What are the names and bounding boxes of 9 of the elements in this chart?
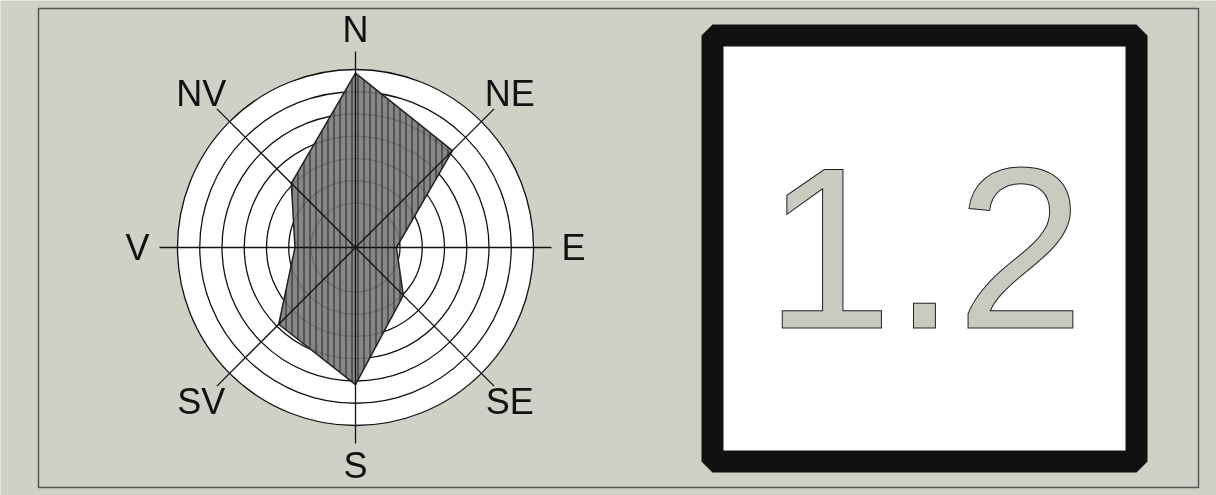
- text: 1.2: [764, 120, 1085, 377]
- spoke-label: NV: [176, 72, 227, 114]
- spoke-label: S: [343, 445, 368, 486]
- spoke-label: N: [342, 9, 369, 50]
- spoke-label: E: [561, 227, 586, 268]
- spoke-label: NE: [484, 72, 535, 114]
- spoke-label: SE: [485, 381, 534, 423]
- spoke-label: V: [125, 227, 150, 268]
- spoke-label: SV: [177, 381, 226, 423]
